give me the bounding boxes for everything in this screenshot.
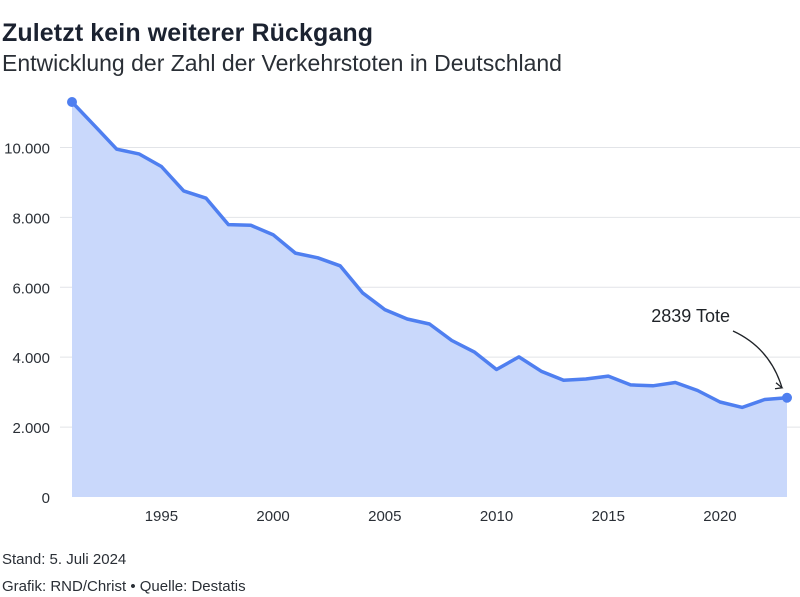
series-line bbox=[70, 100, 789, 410]
line-layer bbox=[67, 97, 792, 410]
end-point bbox=[782, 392, 792, 403]
x-tick-label: 2005 bbox=[368, 508, 401, 525]
chart-subtitle: Entwicklung der Zahl der Verkehrstoten i… bbox=[2, 50, 562, 76]
area-fill bbox=[72, 102, 787, 497]
y-tick-label: 6.000 bbox=[12, 280, 50, 297]
y-axis-ticks: 0 2.000 4.000 6.000 8.000 10.000 bbox=[4, 140, 50, 507]
annotation-arrowhead bbox=[774, 382, 784, 390]
x-axis-ticks: 1995 2000 2005 2010 2015 2020 bbox=[145, 508, 737, 525]
y-tick-label: 8.000 bbox=[12, 210, 50, 227]
footer-stand: Stand: 5. Juli 2024 bbox=[2, 551, 127, 568]
x-tick-label: 2020 bbox=[703, 508, 736, 525]
start-point bbox=[67, 97, 77, 107]
annotation-arrow bbox=[732, 330, 783, 388]
x-tick-label: 1995 bbox=[145, 508, 178, 525]
y-tick-label: 4.000 bbox=[12, 350, 50, 367]
footer-credit: Grafik: RND/Christ • Quelle: Destatis bbox=[2, 578, 246, 595]
y-tick-label: 2.000 bbox=[12, 420, 50, 437]
annotation: 2839 Tote bbox=[651, 306, 784, 390]
x-tick-label: 2015 bbox=[592, 508, 625, 525]
area-chart: 0 2.000 4.000 6.000 8.000 10.000 1995 2000 2005… bbox=[4, 97, 800, 525]
x-tick-label: 2000 bbox=[256, 508, 289, 525]
chart-title: Zuletzt kein weiterer Rückgang bbox=[2, 18, 374, 47]
annotation-label: 2839 Tote bbox=[651, 306, 730, 326]
y-tick-label: 0 bbox=[42, 490, 50, 507]
y-tick-label: 10.000 bbox=[4, 140, 50, 157]
area-layer bbox=[72, 102, 787, 497]
x-tick-label: 2010 bbox=[480, 508, 513, 525]
